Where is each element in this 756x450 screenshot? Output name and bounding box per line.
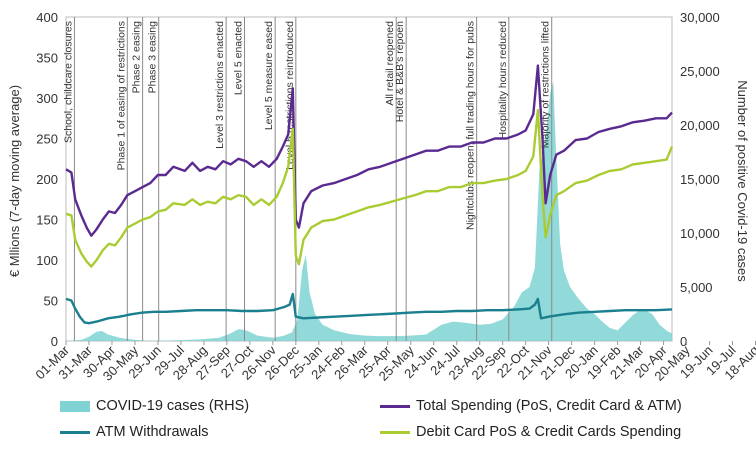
legend-label-total-spending: Total Spending (PoS, Credit Card & ATM)	[416, 398, 682, 414]
event-label: School, childcare closures	[62, 21, 74, 143]
event-label: Phase 2 easing	[131, 21, 143, 94]
event-label: Level 5 measure eased	[263, 21, 275, 130]
chart: School, childcare closures Phase 1 of eas…	[7, 10, 756, 384]
event-label: Level 3 restrictions enacted	[214, 21, 226, 149]
y-tick-left: 200	[36, 172, 58, 187]
y-tick-right: 0	[680, 334, 687, 349]
y-tick-left: 0	[51, 334, 58, 349]
y-axis-label-left: € Mllions (7-day moving average)	[7, 85, 22, 277]
y-axis-label-right: Number of positive Covid-19 cases	[735, 80, 750, 282]
y-tick-right: 30,000	[680, 10, 720, 25]
series-line-debit-card	[65, 109, 674, 268]
legend-label-atm-withdrawals: ATM Withdrawals	[96, 424, 209, 440]
y-tick-right: 20,000	[680, 118, 720, 133]
y-tick-right: 15,000	[680, 172, 720, 187]
y-tick-left: 100	[36, 253, 58, 268]
y-tick-left: 50	[44, 294, 58, 309]
legend: COVID-19 cases (RHS) Total Spending (PoS…	[60, 392, 740, 448]
legend-swatch-covid-cases	[60, 400, 90, 412]
y-tick-right: 25,000	[680, 64, 720, 79]
event-label: All retail reopened	[384, 21, 396, 106]
y-tick-left: 300	[36, 91, 58, 106]
legend-label-covid-cases: COVID-19 cases (RHS)	[96, 398, 250, 414]
y-tick-right: 5,000	[680, 280, 713, 295]
legend-item-covid-cases: COVID-19 cases (RHS)	[60, 398, 249, 414]
event-label: Phase 3 easing	[147, 21, 159, 94]
y-tick-left: 350	[36, 51, 58, 66]
legend-item-debit-card: Debit Card PoS & Credit Cards Spending	[380, 424, 681, 440]
event-label: Level 5 enacted	[233, 21, 245, 95]
legend-item-atm-withdrawals: ATM Withdrawals	[60, 424, 209, 440]
legend-swatch-debit-card	[380, 430, 410, 434]
series-line-atm-withdrawals	[65, 292, 673, 325]
event-label: Hospitality hours reduced	[497, 21, 509, 140]
legend-item-total-spending: Total Spending (PoS, Credit Card & ATM)	[380, 398, 682, 414]
y-tick-left: 400	[36, 10, 58, 25]
event-label: Majority of restrictions lifted	[540, 21, 552, 148]
event-label: Phase 1 of easing of restrictions	[115, 21, 127, 170]
y-tick-left: 150	[36, 213, 58, 228]
series-line-total-spending	[65, 64, 673, 237]
legend-label-debit-card: Debit Card PoS & Credit Cards Spending	[416, 424, 682, 440]
y-tick-right: 10,000	[680, 226, 720, 241]
legend-swatch-total-spending	[380, 404, 410, 408]
legend-swatch-atm-withdrawals	[60, 430, 90, 434]
event-label: Nightclubs reopen, full trading hours fo…	[465, 21, 477, 230]
series-lines-layer	[65, 64, 674, 325]
event-label: Hotel & B&B's repoen	[394, 21, 406, 122]
y-tick-left: 250	[36, 132, 58, 147]
